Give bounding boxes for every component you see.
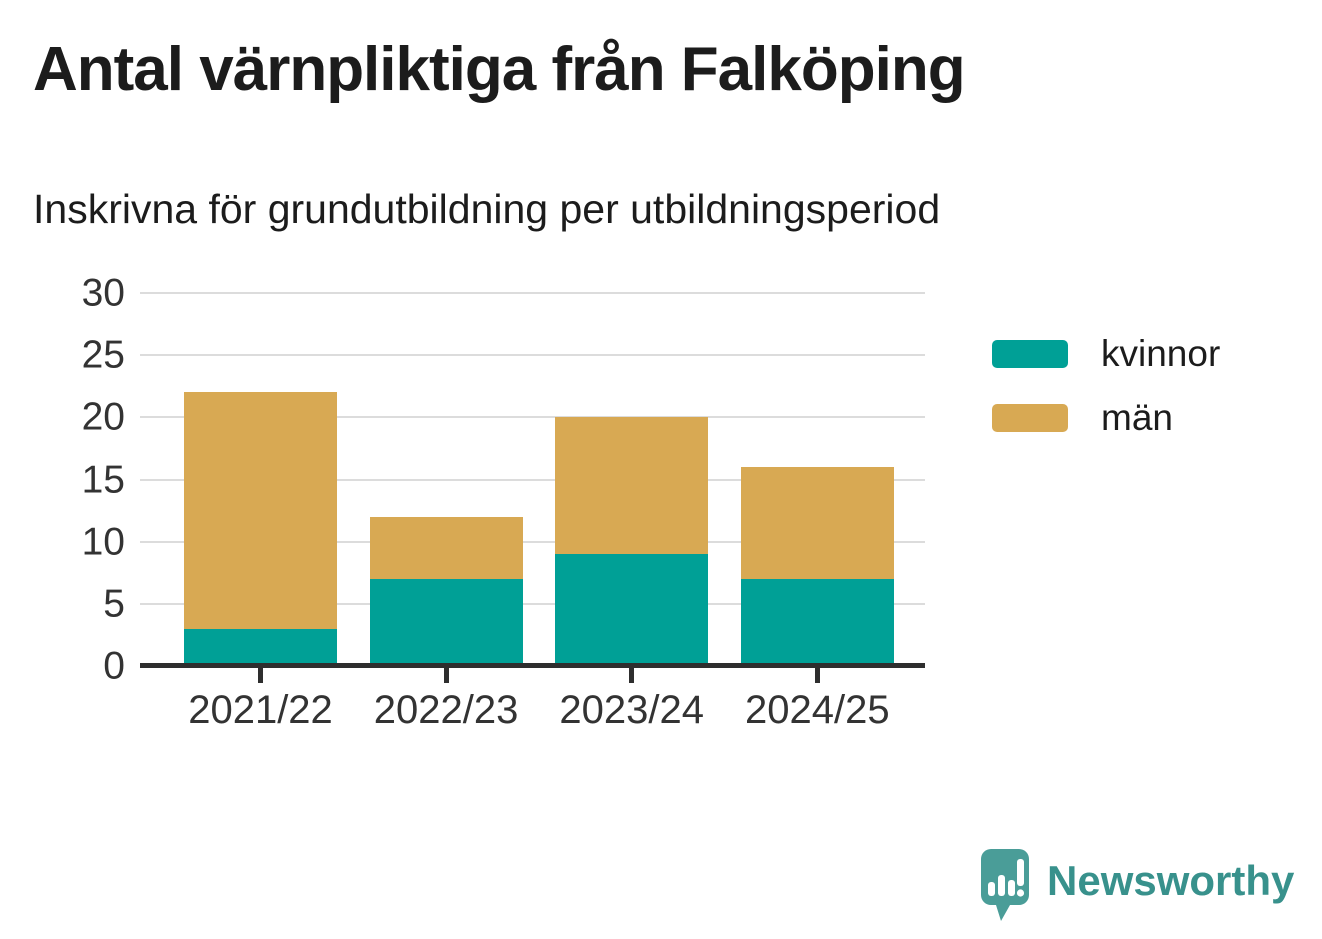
x-tick-2023/24 xyxy=(629,668,635,683)
gridline-20 xyxy=(140,416,925,419)
x-tick-2024/25 xyxy=(814,668,820,683)
y-tick-label-10: 10 xyxy=(81,520,125,564)
x-tick-label-2022/23: 2022/23 xyxy=(373,688,519,732)
bar-segment-kvinnor-2024/25 xyxy=(740,578,894,666)
legend-item-kvinnor: kvinnor xyxy=(992,335,1220,372)
y-tick-label-25: 25 xyxy=(81,333,125,377)
plot-area: 0 5 10 15 20 25 30 2021/22 2022/23 2023/24 2024/25 xyxy=(82,274,925,730)
legend-label-kvinnor: kvinnor xyxy=(1101,333,1221,374)
bar-segment-kvinnor-2021/22 xyxy=(184,628,337,666)
chart-subtitle: Inskrivna för grundutbildning per utbild… xyxy=(33,186,941,232)
chart-title: Antal värnpliktiga från Falköping xyxy=(33,35,966,104)
gridline-15 xyxy=(140,478,925,481)
legend-item-man: män xyxy=(992,399,1220,436)
y-tick-label-5: 5 xyxy=(103,582,125,626)
x-tick-label-2023/24: 2023/24 xyxy=(559,688,704,732)
bar-segment-män-2022/23 xyxy=(369,516,523,579)
bar-segment-män-2023/24 xyxy=(555,417,709,555)
bar-segment-kvinnor-2023/24 xyxy=(555,554,709,666)
x-tick-label-2021/22: 2021/22 xyxy=(188,688,333,732)
gridline-10 xyxy=(140,540,925,543)
legend-label-man: män xyxy=(1101,397,1173,438)
gridline-30 xyxy=(140,292,925,294)
x-tick-2022/23 xyxy=(443,668,449,683)
x-axis-line xyxy=(140,663,925,668)
gridline-25 xyxy=(140,354,925,357)
legend-swatch-man xyxy=(992,403,1068,432)
y-tick-label-0: 0 xyxy=(103,644,125,688)
newsworthy-logo-text: Newsworthy xyxy=(1047,857,1295,904)
x-tick-2021/22 xyxy=(258,668,263,683)
y-tick-label-15: 15 xyxy=(81,458,125,501)
bar-segment-kvinnor-2022/23 xyxy=(369,578,523,666)
gridline-5 xyxy=(140,602,925,605)
bar-segment-män-2021/22 xyxy=(184,392,337,629)
y-tick-label-30: 30 xyxy=(81,271,125,315)
x-tick-label-2024/25: 2024/25 xyxy=(745,688,890,732)
newsworthy-logo-icon xyxy=(981,849,1029,921)
bar-segment-män-2024/25 xyxy=(740,467,894,579)
newsworthy-branding: Newsworthy xyxy=(978,846,1294,926)
legend: kvinnor män xyxy=(992,335,1220,436)
y-tick-label-20: 20 xyxy=(81,395,125,439)
legend-swatch-kvinnor xyxy=(992,339,1068,368)
